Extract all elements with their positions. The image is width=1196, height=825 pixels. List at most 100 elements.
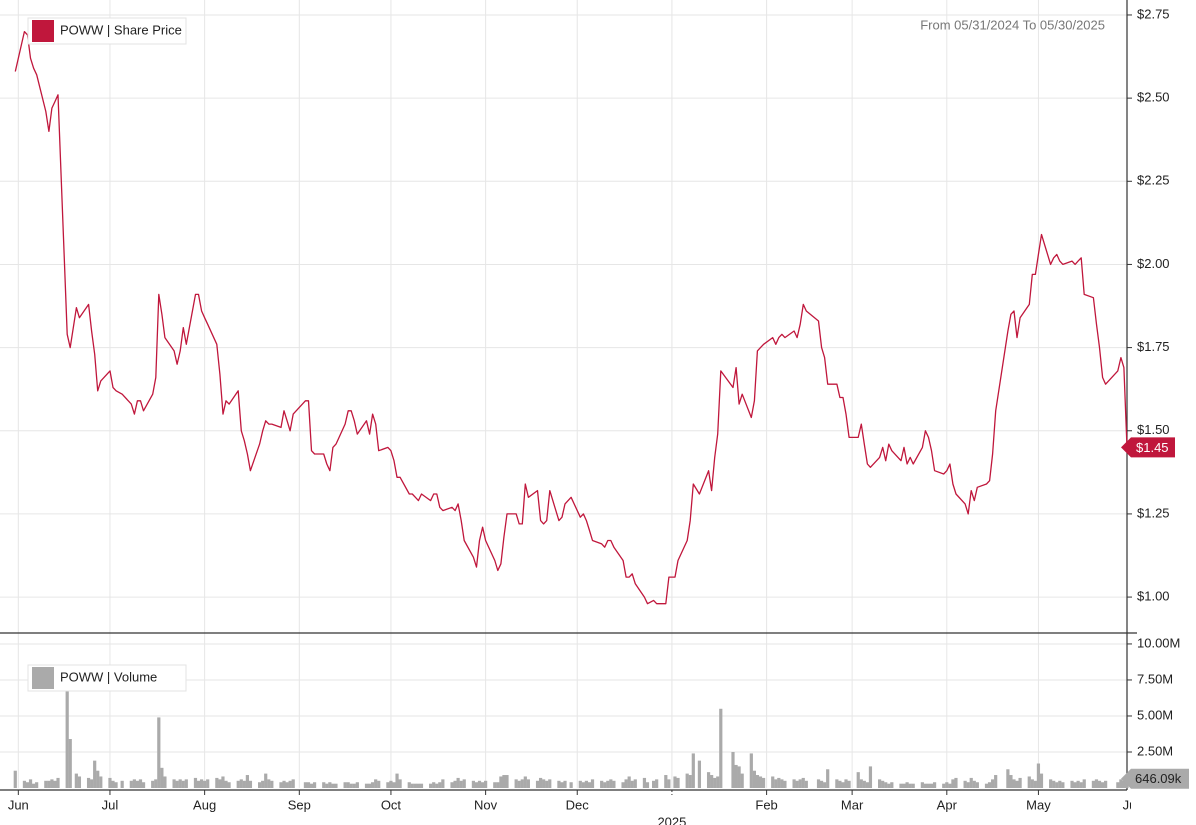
volume-bar: [429, 783, 433, 788]
volume-bar: [282, 780, 286, 788]
volume-bar: [758, 776, 763, 788]
volume-bar: [346, 782, 350, 788]
volume-bar: [542, 779, 546, 788]
volume-bar: [691, 753, 695, 788]
legend: POWW | Volume: [27, 664, 187, 692]
volume-bar: [1052, 780, 1056, 788]
volume-bar: [1036, 763, 1041, 788]
volume-bar: [1091, 780, 1096, 788]
volume-bar: [270, 780, 274, 788]
volume-bar: [1058, 780, 1062, 788]
last-volume-label: 646.09k: [1135, 771, 1182, 786]
volume-bar: [752, 770, 756, 788]
volume-bar: [774, 779, 778, 788]
volume-bar: [218, 779, 222, 788]
volume-bar: [157, 717, 161, 788]
volume-bar: [716, 776, 720, 788]
volume-bar: [523, 776, 527, 788]
volume-bar: [624, 779, 628, 788]
volume-bar: [172, 779, 176, 788]
volume-bar: [395, 773, 399, 788]
volume-bar: [196, 780, 201, 788]
volume-bar: [737, 766, 741, 788]
volume-bar: [407, 782, 411, 788]
volume-bar: [193, 777, 198, 788]
marks: [13, 30, 1129, 788]
volume-bar: [438, 782, 442, 788]
volume-bar: [826, 769, 830, 788]
volume-bar: [178, 779, 182, 788]
y-tick-label: $1.75: [1137, 339, 1170, 354]
x-tick-label: Jun: [1123, 797, 1144, 812]
volume-bar: [248, 780, 253, 788]
volume-bar: [44, 780, 48, 788]
volume-bar: [651, 780, 656, 788]
volume-bar: [502, 775, 506, 788]
volume-bar: [865, 782, 869, 788]
legend-box: [27, 664, 187, 692]
volume-bar: [285, 782, 289, 788]
volume-bar: [441, 779, 445, 788]
volume-bar: [22, 780, 27, 788]
volume-bar: [175, 780, 179, 788]
volume-bar: [719, 708, 723, 788]
volume-bar: [538, 777, 543, 788]
volume-bar: [471, 780, 476, 788]
volume-bar: [68, 739, 72, 788]
volume-bar: [435, 783, 439, 788]
x-tick-label: Oct: [381, 797, 402, 812]
volume-bar: [493, 782, 497, 788]
volume-bar: [114, 782, 118, 788]
y-tick-label: $1.50: [1137, 422, 1170, 437]
volume-bar: [905, 782, 909, 788]
volume-bar: [1033, 780, 1037, 788]
last-price-tag: [1121, 437, 1175, 458]
y2-tick-label: 5.00M: [1137, 707, 1173, 722]
volume-bar: [50, 779, 54, 788]
volume-bar: [328, 782, 332, 788]
volume-bar: [856, 772, 860, 788]
x-tick-label: Jun: [8, 797, 29, 812]
volume-bar: [1097, 780, 1102, 788]
volume-bar: [432, 782, 436, 788]
volume-bar: [847, 780, 851, 788]
volume-bar: [948, 783, 952, 788]
volume-bar: [929, 783, 934, 788]
volume-bar: [108, 777, 112, 788]
volume-bar: [392, 782, 396, 788]
volume-bar: [841, 782, 845, 788]
volume-bar: [459, 780, 463, 788]
volume-bar: [505, 775, 509, 788]
volume-bar: [911, 783, 915, 788]
volume-bar: [309, 783, 314, 788]
volume-bar: [1018, 777, 1022, 788]
volume-bar: [1039, 773, 1044, 788]
volume-bar: [410, 783, 414, 788]
volume-bar: [236, 780, 240, 788]
volume-bar: [291, 779, 295, 788]
volume-bar: [801, 777, 805, 788]
volume-bar: [606, 780, 610, 788]
volume-bar: [804, 780, 808, 788]
volume-bar: [761, 777, 766, 788]
volume-bar: [28, 779, 33, 788]
volume-bar: [206, 779, 210, 788]
last-price-label: $1.45: [1136, 440, 1169, 455]
volume-bar: [545, 780, 549, 788]
volume-bar: [621, 782, 625, 788]
volume-bar: [899, 783, 903, 788]
volume-bar: [673, 776, 677, 788]
volume-bar: [749, 753, 753, 788]
y-tick-label: $2.00: [1137, 256, 1170, 271]
volume-bar: [777, 777, 781, 788]
volume-bar: [1015, 780, 1019, 788]
volume-bar: [90, 779, 94, 788]
subtitle: From 05/31/2024 To 05/30/2025: [920, 17, 1105, 32]
volume-bar: [963, 780, 967, 788]
volume-bar: [706, 772, 711, 788]
volume-bar: [288, 780, 292, 788]
x-tick-label: May: [1026, 797, 1051, 812]
volume-bar: [1094, 779, 1099, 788]
